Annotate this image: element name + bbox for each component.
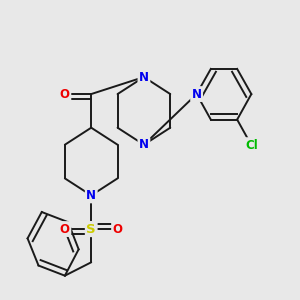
Text: N: N xyxy=(139,138,149,151)
Text: N: N xyxy=(192,88,202,100)
Text: N: N xyxy=(86,189,96,202)
Text: O: O xyxy=(60,88,70,100)
Text: O: O xyxy=(112,223,123,236)
Text: S: S xyxy=(86,223,96,236)
Text: Cl: Cl xyxy=(245,139,258,152)
Text: O: O xyxy=(60,223,70,236)
Text: N: N xyxy=(139,70,149,83)
